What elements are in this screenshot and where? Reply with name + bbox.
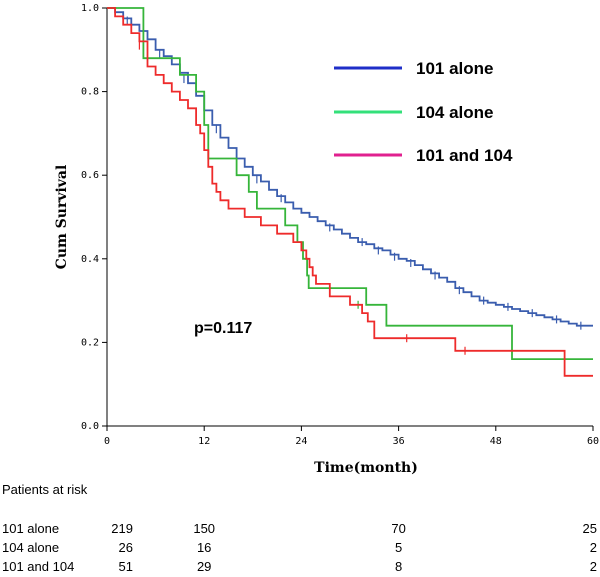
y-ticks: 0.0 0.2 0.4 0.6 0.8 1.0 [81, 3, 107, 432]
legend-label: 101 and 104 [416, 146, 513, 165]
risk-row-label: 101 alone [2, 521, 59, 536]
risk-value: 2 [590, 540, 597, 555]
y-tick-label: 0.4 [81, 254, 99, 265]
x-tick-label: 60 [587, 436, 599, 447]
y-tick-label: 0.6 [81, 170, 99, 181]
risk-value: 51 [119, 559, 133, 574]
curve-104-alone [107, 7, 593, 360]
risk-value: 70 [391, 521, 405, 536]
risk-table: 101 alone 219 150 70 25 104 alone 26 16 5 2 101 an… [2, 521, 597, 574]
risk-value: 16 [197, 540, 211, 555]
risk-value: 29 [197, 559, 211, 574]
legend: 101 alone 104 alone 101 and 104 [334, 59, 513, 165]
x-tick-label: 0 [104, 436, 110, 447]
y-axis-title: Cum Survival [54, 165, 70, 270]
risk-value: 25 [583, 521, 597, 536]
risk-table-title: Patients at risk [2, 482, 88, 497]
x-tick-label: 24 [295, 436, 307, 447]
legend-label: 104 alone [416, 103, 494, 122]
x-ticks: 0 12 24 36 48 60 [104, 426, 599, 447]
y-tick-label: 1.0 [81, 3, 99, 14]
x-tick-label: 48 [490, 436, 502, 447]
risk-row-label: 104 alone [2, 540, 59, 555]
risk-value: 219 [111, 521, 133, 536]
risk-row-label: 101 and 104 [2, 559, 74, 574]
y-tick-label: 0.0 [81, 421, 99, 432]
curve-101-alone [107, 7, 593, 327]
risk-value: 26 [119, 540, 133, 555]
y-tick-label: 0.2 [81, 337, 99, 348]
p-value-annotation: p=0.117 [194, 320, 252, 337]
y-tick-label: 0.8 [81, 87, 99, 98]
risk-value: 2 [590, 559, 597, 574]
legend-label: 101 alone [416, 59, 494, 78]
risk-value: 150 [193, 521, 215, 536]
x-axis-title: Time(month) [314, 460, 418, 476]
risk-value: 5 [395, 540, 402, 555]
x-tick-label: 36 [393, 436, 405, 447]
x-tick-label: 12 [198, 436, 210, 447]
curve-101-and-104 [107, 7, 593, 377]
risk-value: 8 [395, 559, 402, 574]
survival-curves [107, 7, 593, 377]
